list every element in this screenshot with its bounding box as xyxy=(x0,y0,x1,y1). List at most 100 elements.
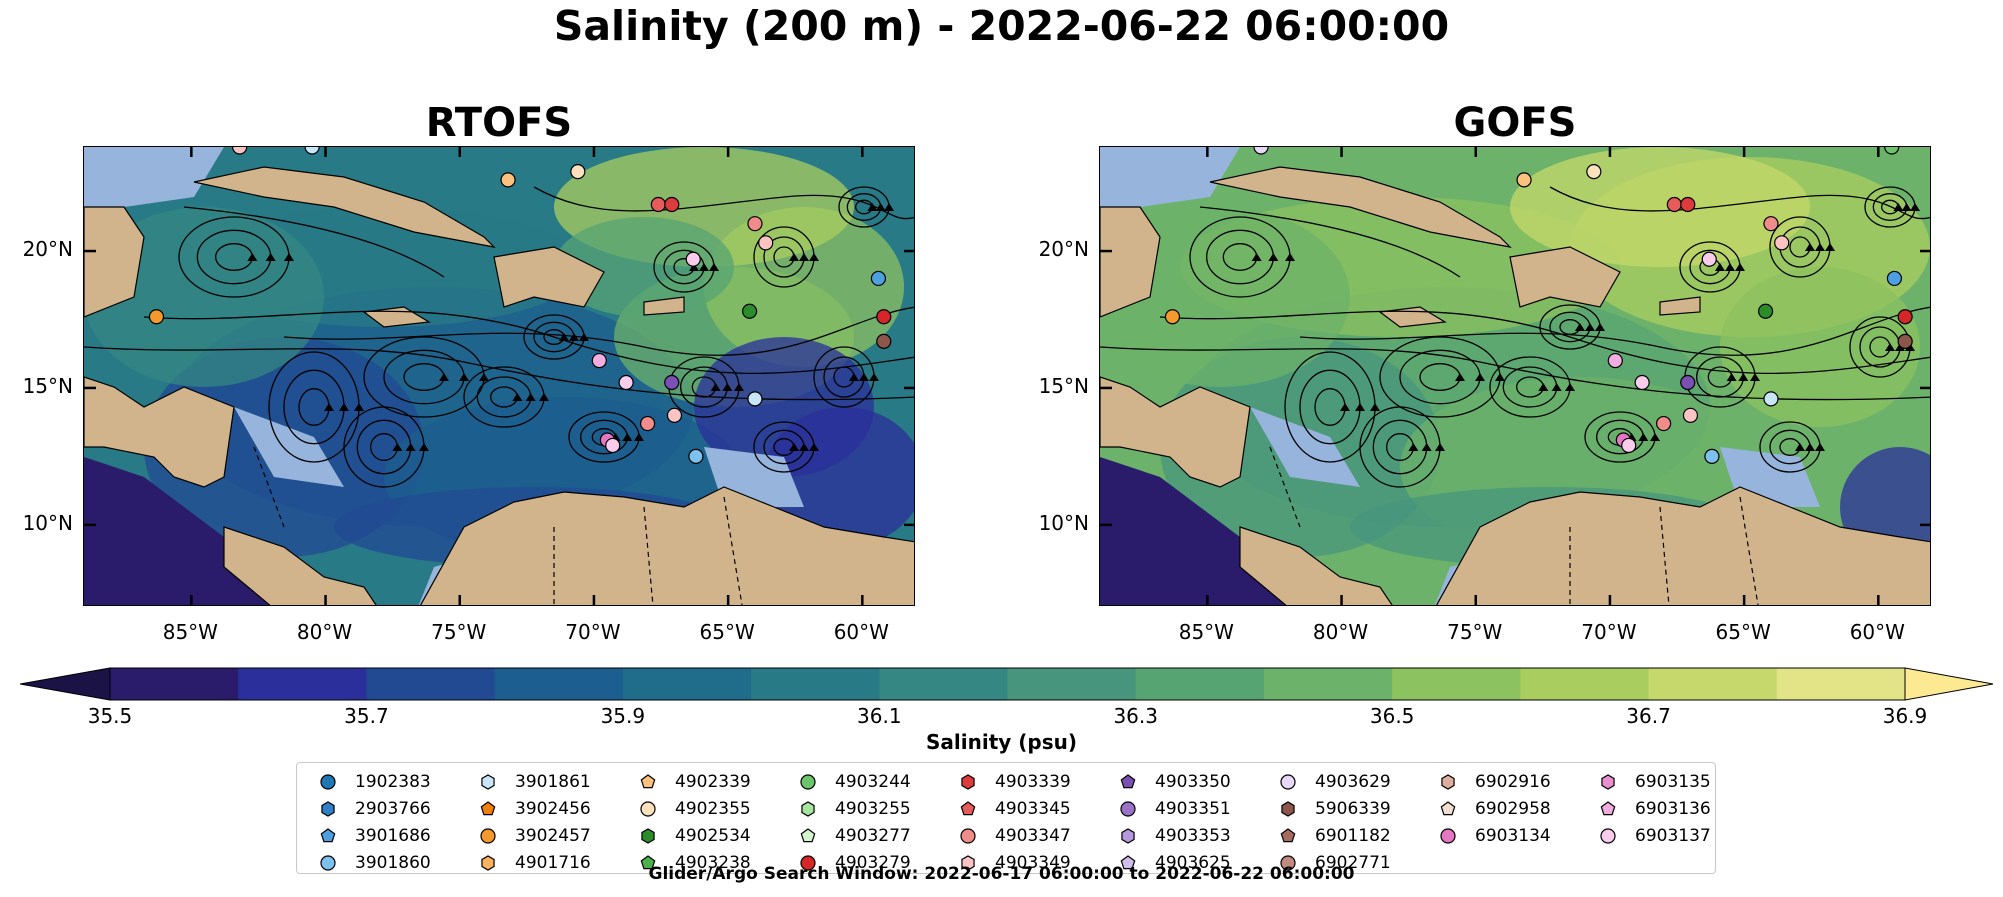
legend-marker-pentagon-icon xyxy=(960,801,976,816)
legend-label: 3901861 xyxy=(515,772,591,792)
y-tick-label: 10°N xyxy=(1038,510,1089,535)
colorbar-label: Salinity (psu) xyxy=(925,730,1077,754)
land-2 xyxy=(1239,526,1393,605)
x-tick-label: 85°W xyxy=(162,620,218,644)
legend-label: 4902534 xyxy=(675,826,751,846)
legend-label: 6903137 xyxy=(1635,826,1711,846)
float-marker xyxy=(1897,309,1913,325)
float-marker xyxy=(747,216,763,232)
colorbar-segment xyxy=(1392,668,1521,700)
legend-label: 4903279 xyxy=(835,853,911,873)
legend-marker-pentagon-icon xyxy=(800,828,816,843)
legend-label: 4903347 xyxy=(995,826,1071,846)
land-3 xyxy=(1209,166,1512,248)
x-tick-label: 60°W xyxy=(833,620,889,644)
float-marker xyxy=(570,164,586,180)
legend-label: 4903629 xyxy=(1315,772,1391,792)
legend-marker-circle-icon xyxy=(320,855,336,871)
colorbar-tick-label: 36.7 xyxy=(1626,704,1671,728)
float-marker xyxy=(741,303,758,319)
legend-marker-hexagon-icon xyxy=(1121,828,1135,844)
float-marker xyxy=(1666,196,1682,213)
colorbar-segment xyxy=(1135,668,1265,700)
legend-marker-hexagon-icon xyxy=(801,801,815,817)
y-tick-label: 15°N xyxy=(22,373,73,398)
search-window-note: Glider/Argo Search Window: 2022-06-17 06… xyxy=(648,864,1355,884)
float-marker xyxy=(1886,270,1903,287)
land-0 xyxy=(84,206,145,318)
float-marker xyxy=(1680,196,1696,213)
float-marker xyxy=(1757,303,1774,319)
legend-marker-hexagon-icon xyxy=(641,828,655,844)
float-marker xyxy=(870,270,887,287)
legend-marker-hexagon-icon xyxy=(481,855,495,871)
gofs-title: GOFS xyxy=(1453,100,1577,146)
float-marker xyxy=(1774,235,1790,251)
float-marker xyxy=(758,235,774,251)
rtofs-title: RTOFS xyxy=(425,100,573,146)
land-2 xyxy=(223,526,377,605)
legend-label: 4903238 xyxy=(675,853,751,873)
colorbar-tick-label: 35.9 xyxy=(600,704,646,728)
legend-label: 3901860 xyxy=(355,853,431,873)
colorbar-tick-label: 36.5 xyxy=(1369,704,1415,728)
float-marker xyxy=(618,374,634,391)
y-tick-label: 15°N xyxy=(1038,373,1089,398)
colorbar-tick-label: 35.5 xyxy=(87,704,133,728)
legend-marker-circle-icon xyxy=(1280,855,1296,871)
legend-label: 4903625 xyxy=(1155,853,1231,873)
colorbar-segment xyxy=(1776,668,1906,700)
float-marker xyxy=(1607,352,1623,369)
legend-label: 6903134 xyxy=(1475,826,1551,846)
legend-label: 5906339 xyxy=(1315,799,1391,819)
y-tick-label: 20°N xyxy=(1038,237,1089,262)
x-tick-label: 85°W xyxy=(1178,620,1234,644)
legend-marker-circle-icon xyxy=(320,774,336,790)
x-tick-label: 80°W xyxy=(296,620,353,644)
streamlines xyxy=(84,186,914,488)
colorbar-segment xyxy=(366,668,496,700)
legend-marker-pentagon-icon xyxy=(1120,855,1136,870)
legend-marker-circle-icon xyxy=(1440,828,1456,844)
colorbar-segment xyxy=(110,668,239,700)
float-marker xyxy=(605,437,621,454)
float-marker xyxy=(1897,333,1913,350)
legend-marker-circle-icon xyxy=(800,774,816,790)
y-tick-label: 10°N xyxy=(22,510,73,535)
legend-label: 6902958 xyxy=(1475,799,1551,819)
float-marker xyxy=(1634,374,1650,391)
legend-label: 4903345 xyxy=(995,799,1071,819)
float-marker xyxy=(591,352,607,369)
legend-marker-hexagon-icon xyxy=(1281,801,1295,817)
float-marker xyxy=(232,147,248,155)
gofs-map-panel xyxy=(1099,146,1931,606)
land-7 xyxy=(419,486,914,605)
land-5 xyxy=(1378,306,1447,328)
legend-marker-circle-icon xyxy=(640,801,656,817)
colorbar-segment xyxy=(1007,668,1137,700)
legend-label: 2903766 xyxy=(355,799,431,819)
legend-label: 6903136 xyxy=(1635,799,1711,819)
colorbar-tick-label: 36.9 xyxy=(1882,704,1928,728)
colorbar-segment xyxy=(238,668,367,700)
legend-marker-hexagon-icon xyxy=(1601,774,1615,790)
legend-label: 3902457 xyxy=(515,826,591,846)
legend-label: 6903135 xyxy=(1635,772,1711,792)
colorbar-tick-label: 36.1 xyxy=(857,704,902,728)
legend-label: 4903350 xyxy=(1155,772,1231,792)
legend-marker-hexagon-icon xyxy=(321,801,335,817)
float-marker xyxy=(304,147,320,155)
float-marker xyxy=(747,391,763,407)
float-marker xyxy=(664,374,680,391)
streamlines xyxy=(1100,186,1930,488)
legend-marker-circle-icon xyxy=(1280,774,1296,790)
float-marker xyxy=(1763,216,1779,232)
colorbar-tick-label: 35.7 xyxy=(344,704,389,728)
legend-label: 4903244 xyxy=(835,772,911,792)
float-marker xyxy=(1884,147,1900,155)
rtofs-map-panel xyxy=(83,146,915,606)
float-marker xyxy=(688,448,704,465)
land-7 xyxy=(1435,486,1930,605)
legend-marker-hexagon-icon xyxy=(481,774,495,790)
colorbar-segment xyxy=(751,668,880,700)
